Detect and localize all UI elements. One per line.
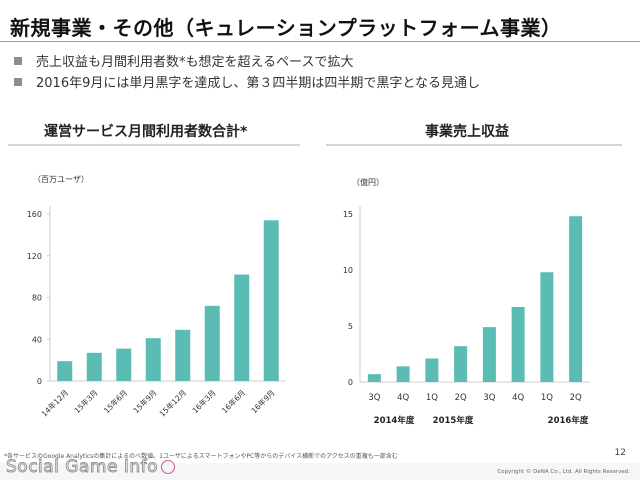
unit-label: （百万ユーザ） <box>33 175 89 184</box>
x-tick-label: 14年12月 <box>39 387 70 418</box>
x-tick-label: 2Q <box>570 393 582 403</box>
y-tick-label: 10 <box>343 266 353 275</box>
bar <box>367 374 381 382</box>
copyright: Copyright © DeNA Co., Ltd. All Rights Re… <box>497 469 630 475</box>
bullet-item: 2016年9月には単月黒字を達成し、第３四半期は四半期で黒字となる見通し <box>14 71 480 92</box>
slide-title: 新規事業・その他（キュレーションプラットフォーム事業） <box>10 16 562 40</box>
x-tick-label: 15年3月 <box>72 387 100 415</box>
bar <box>86 352 102 381</box>
bar <box>116 348 132 381</box>
bullet-text: 2016年9月には単月黒字を達成し、第３四半期は四半期で黒字となる見通し <box>36 76 480 91</box>
watermark-mark-icon <box>161 460 175 474</box>
x-tick-label: 3Q <box>368 393 380 403</box>
y-tick-label: 160 <box>27 210 42 219</box>
unit-label: （億円） <box>352 177 384 187</box>
x-tick-label: 1Q <box>426 393 438 403</box>
bar <box>204 305 220 381</box>
revenue-chart-title-rule <box>326 144 622 146</box>
footnote: *各サービスのGoogle Analyticsの集計によるのべ数値。1ユーザによ… <box>4 453 398 460</box>
x-tick-label: 16年9月 <box>249 387 277 415</box>
x-tick-label: 2Q <box>455 393 467 403</box>
x-tick-label: 16年3月 <box>190 387 218 415</box>
bar <box>396 366 410 382</box>
bar <box>263 220 279 381</box>
users-chart-title-rule <box>8 144 300 146</box>
y-tick-label: 40 <box>32 335 42 344</box>
y-tick-label: 0 <box>348 378 353 387</box>
bullet-text: 売上収益も月間利用者数*も想定を超えるペースで拡大 <box>36 55 354 70</box>
bar <box>511 306 525 382</box>
revenue-chart: （億円） 0 5 10 15 3Q 4Q 1Q 2Q 3Q 4Q 1Q 2Q 2014年度 2015年度 20… <box>343 177 590 426</box>
x-tick-label: 3Q <box>483 393 495 403</box>
users-chart-title: 運営サービス月間利用者数合計* <box>44 124 248 140</box>
page-number: 12 <box>614 448 626 458</box>
x-tick-label: 16年6月 <box>219 387 247 415</box>
footer-bar <box>0 463 640 480</box>
bar <box>234 274 250 381</box>
y-tick-label: 80 <box>32 294 42 303</box>
x-tick-label: 4Q <box>397 393 409 403</box>
bullet-list: 売上収益も月間利用者数*も想定を超えるペースで拡大 2016年9月には単月黒字を… <box>14 50 480 92</box>
revenue-chart-title: 事業売上収益 <box>425 124 509 140</box>
year-group-label: 2014年度 <box>374 415 415 426</box>
bar <box>482 327 496 382</box>
title-divider <box>0 41 640 42</box>
bar <box>454 346 468 382</box>
y-tick-label: 15 <box>343 210 353 219</box>
bar <box>569 216 583 382</box>
year-group-label: 2015年度 <box>433 415 474 426</box>
bar <box>145 338 161 381</box>
watermark-text: Social Game Info <box>6 457 158 478</box>
year-group-label: 2016年度 <box>548 415 589 426</box>
watermark-logo: Social Game Info <box>6 457 175 478</box>
x-tick-label: 4Q <box>512 393 524 403</box>
x-tick-label: 15年9月 <box>131 387 159 415</box>
bar <box>425 358 439 382</box>
x-tick-label: 15年6月 <box>101 387 129 415</box>
bar <box>540 272 554 382</box>
bar <box>57 361 73 381</box>
bar <box>175 329 191 381</box>
x-tick-label: 15年12月 <box>157 387 188 418</box>
square-bullet-icon <box>14 77 22 86</box>
x-tick-label: 1Q <box>541 393 553 403</box>
y-tick-label: 120 <box>27 252 42 261</box>
y-tick-label: 5 <box>348 322 353 331</box>
square-bullet-icon <box>14 56 22 65</box>
y-tick-label: 0 <box>37 377 42 386</box>
bullet-item: 売上収益も月間利用者数*も想定を超えるペースで拡大 <box>14 50 480 71</box>
